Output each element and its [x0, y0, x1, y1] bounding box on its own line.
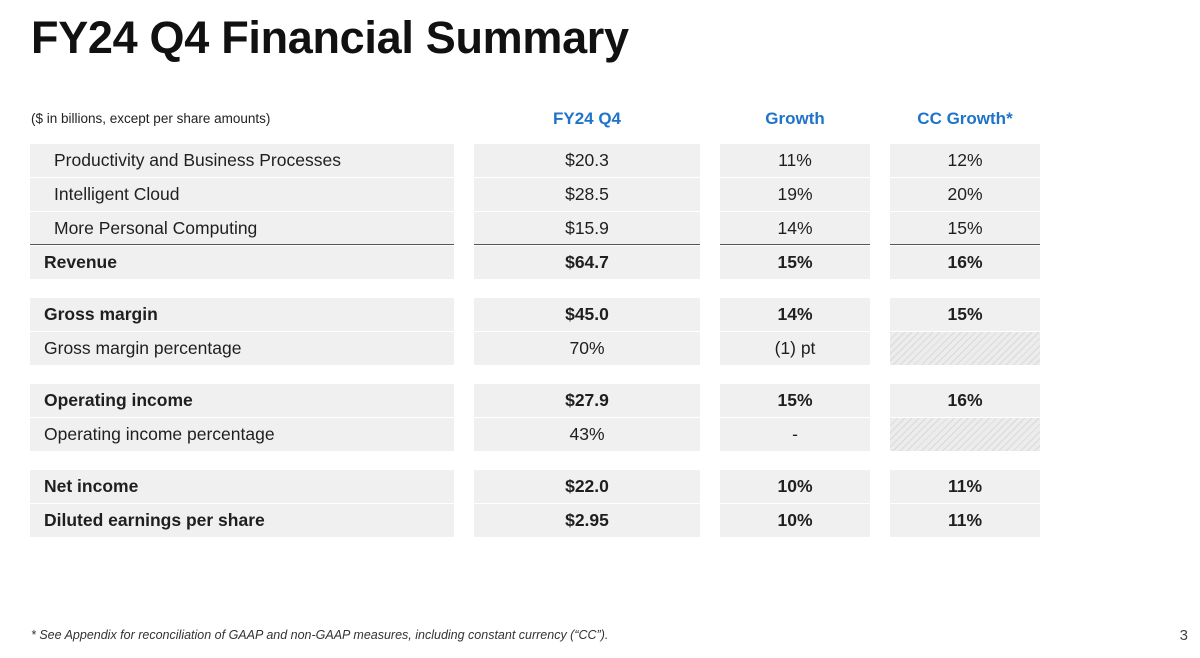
fy24-q4-value: $28.5 [474, 178, 700, 211]
fy24-q4-value: $22.0 [474, 470, 700, 503]
row-label: Revenue [30, 246, 454, 279]
subtotal-divider [720, 244, 870, 245]
fy24-q4-value: $45.0 [474, 298, 700, 331]
not-applicable-hatched-cell [890, 332, 1040, 365]
growth-value: 10% [720, 504, 870, 537]
column-header-growth: Growth [765, 109, 825, 128]
growth-value: 11% [720, 144, 870, 177]
not-applicable-hatched-cell [890, 418, 1040, 451]
row-label: Operating income percentage [30, 418, 454, 451]
growth-value: 14% [720, 212, 870, 245]
growth-value: (1) pt [720, 332, 870, 365]
fy24-q4-value: $15.9 [474, 212, 700, 245]
row-label: Gross margin [30, 298, 454, 331]
growth-value: 15% [720, 384, 870, 417]
row-label: Productivity and Business Processes [30, 144, 454, 177]
subtotal-divider [474, 244, 700, 245]
cc-growth-value: 12% [890, 144, 1040, 177]
footnote: * See Appendix for reconciliation of GAA… [31, 628, 609, 642]
growth-value: 14% [720, 298, 870, 331]
column-header-cc-growth: CC Growth* [917, 109, 1013, 128]
fy24-q4-value: $20.3 [474, 144, 700, 177]
column-header-fy24-q4: FY24 Q4 [552, 109, 622, 128]
row-label: Operating income [30, 384, 454, 417]
row-label: Intelligent Cloud [30, 178, 454, 211]
fy24-q4-value: 43% [474, 418, 700, 451]
cc-growth-value: 11% [890, 470, 1040, 503]
cc-growth-value: 16% [890, 384, 1040, 417]
fy24-q4-value: $2.95 [474, 504, 700, 537]
cc-growth-value: 15% [890, 212, 1040, 245]
growth-value: 19% [720, 178, 870, 211]
page-number: 3 [1179, 627, 1188, 644]
growth-value: 10% [720, 470, 870, 503]
growth-value: - [720, 418, 870, 451]
fy24-q4-value: $27.9 [474, 384, 700, 417]
cc-growth-value: 16% [890, 246, 1040, 279]
units-note: ($ in billions, except per share amounts… [31, 111, 271, 126]
row-label: More Personal Computing [30, 212, 454, 245]
row-label: Diluted earnings per share [30, 504, 454, 537]
subtotal-divider [30, 244, 454, 245]
subtotal-divider [890, 244, 1040, 245]
cc-growth-value: 15% [890, 298, 1040, 331]
cc-growth-value: 11% [890, 504, 1040, 537]
fy24-q4-value: $64.7 [474, 246, 700, 279]
row-label: Gross margin percentage [30, 332, 454, 365]
fy24-q4-value: 70% [474, 332, 700, 365]
cc-growth-value: 20% [890, 178, 1040, 211]
page-title: FY24 Q4 Financial Summary [31, 12, 629, 63]
growth-value: 15% [720, 246, 870, 279]
row-label: Net income [30, 470, 454, 503]
